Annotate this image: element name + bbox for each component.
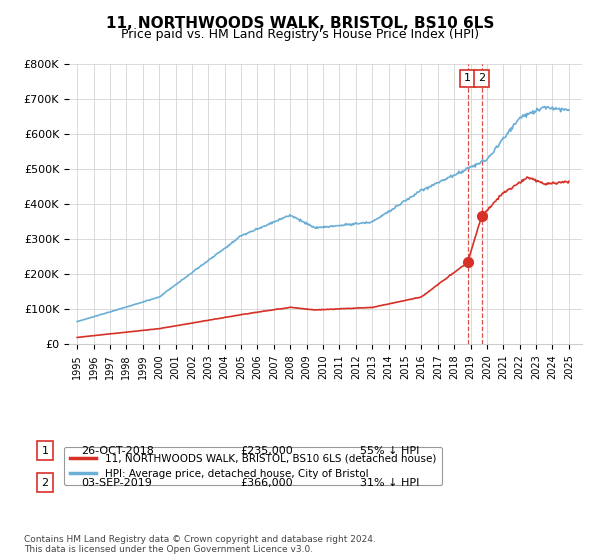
Text: Price paid vs. HM Land Registry's House Price Index (HPI): Price paid vs. HM Land Registry's House … [121,28,479,41]
Text: 11, NORTHWOODS WALK, BRISTOL, BS10 6LS: 11, NORTHWOODS WALK, BRISTOL, BS10 6LS [106,16,494,31]
Text: £366,000: £366,000 [240,478,293,488]
Text: 1: 1 [41,446,49,456]
Text: 1: 1 [464,73,471,83]
Text: 2: 2 [41,478,49,488]
Text: 55% ↓ HPI: 55% ↓ HPI [360,446,419,456]
Text: Contains HM Land Registry data © Crown copyright and database right 2024.: Contains HM Land Registry data © Crown c… [24,535,376,544]
Text: 26-OCT-2018: 26-OCT-2018 [81,446,154,456]
Text: This data is licensed under the Open Government Licence v3.0.: This data is licensed under the Open Gov… [24,545,313,554]
Text: 31% ↓ HPI: 31% ↓ HPI [360,478,419,488]
Legend: 11, NORTHWOODS WALK, BRISTOL, BS10 6LS (detached house), HPI: Average price, det: 11, NORTHWOODS WALK, BRISTOL, BS10 6LS (… [64,447,442,485]
Text: 03-SEP-2019: 03-SEP-2019 [81,478,152,488]
Text: £235,000: £235,000 [240,446,293,456]
Text: 2: 2 [478,73,485,83]
